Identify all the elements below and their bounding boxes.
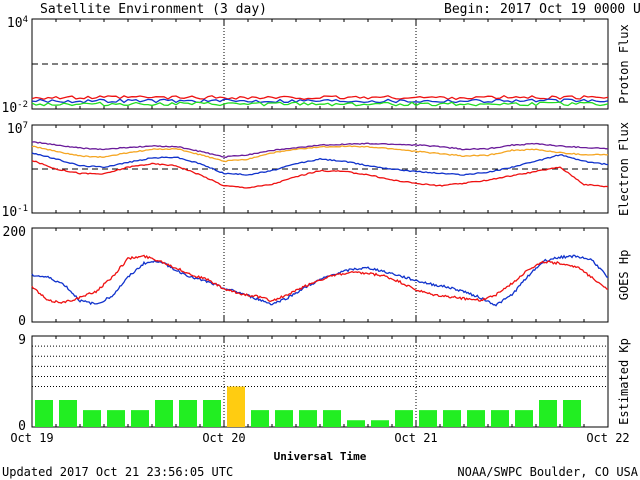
x-tick-label: Oct 21 (394, 431, 437, 445)
electron-y-label-top: 107 (7, 121, 28, 137)
chart-title: Satellite Environment (3 day) (40, 2, 267, 17)
electron-series-orange (31, 145, 609, 163)
goes_hp-y-label-top: 200 (3, 225, 26, 240)
panel-proton: 104 10-2 Proton Flux (2, 15, 632, 116)
x-axis-label: Universal Time (274, 450, 367, 463)
kp-bar (155, 400, 173, 427)
x-axis-tick-labels: Oct 19 Oct 20 Oct 21 Oct 22 (10, 431, 629, 445)
electron-series-red (31, 160, 609, 189)
kp-bar (35, 400, 53, 427)
kp-y-label-top: 9 (18, 333, 26, 348)
kp-bar (395, 410, 413, 427)
kp-bar (107, 410, 125, 427)
goes_hp-series-red (31, 254, 609, 304)
proton-y-label-top: 104 (7, 15, 28, 31)
kp-bar (515, 410, 533, 427)
proton-y-label-bottom: 10-2 (2, 100, 29, 116)
kp-y-axis-label: Estimated Kp (617, 338, 631, 425)
panel-kp: 9 0 Estimated Kp (18, 333, 631, 434)
goes_hp-frame (31, 227, 609, 323)
proton-series-green (31, 101, 609, 107)
proton-y-axis-label: Proton Flux (617, 24, 631, 103)
kp-bar (131, 410, 149, 427)
kp-bar (251, 410, 269, 427)
proton-series-blue (31, 98, 609, 104)
kp-bar (443, 410, 461, 427)
panel-electron: 107 10-1 Electron Flux (2, 121, 632, 220)
electron-y-label-bottom: 10-1 (2, 204, 29, 220)
goes_hp-y-label-bottom: 0 (18, 314, 26, 329)
kp-bar (179, 400, 197, 427)
kp-bar (203, 400, 221, 427)
kp-bar (59, 400, 77, 427)
x-tick-label: Oct 22 (586, 431, 629, 445)
electron-series-blue (31, 152, 609, 176)
kp-bar (275, 410, 293, 427)
goes_hp-y-axis-label: GOES Hp (617, 250, 631, 301)
kp-bar (539, 400, 557, 427)
footer-credit: NOAA/SWPC Boulder, CO USA (457, 465, 638, 479)
panels: 104 10-2 Proton Flux 107 10-1 Electron Flux 20… (2, 15, 632, 434)
electron-y-axis-label: Electron Flux (617, 122, 631, 216)
kp-bar (371, 420, 389, 427)
x-tick-label: Oct 19 (10, 431, 53, 445)
panel-goes_hp: 200 0 GOES Hp (3, 225, 631, 329)
kp-y-label-bottom: 0 (18, 419, 26, 434)
electron-series-purple (31, 141, 609, 159)
kp-bar (299, 410, 317, 427)
proton-series-red (31, 94, 609, 101)
begin-value: 2017 Oct 19 0000 UTC (500, 2, 640, 17)
begin-label: Begin: (444, 2, 491, 17)
kp-bar (227, 386, 245, 427)
kp-bar (83, 410, 101, 427)
x-tick-label: Oct 20 (202, 431, 245, 445)
kp-bar (563, 400, 581, 427)
kp-bar (323, 410, 341, 427)
kp-bar (467, 410, 485, 427)
footer-updated: Updated 2017 Oct 21 23:56:05 UTC (2, 465, 233, 479)
proton-frame (31, 18, 609, 110)
kp-bar (491, 410, 509, 427)
goes_hp-series-blue (31, 254, 609, 307)
kp-bar (347, 420, 365, 427)
kp-bar (419, 410, 437, 427)
